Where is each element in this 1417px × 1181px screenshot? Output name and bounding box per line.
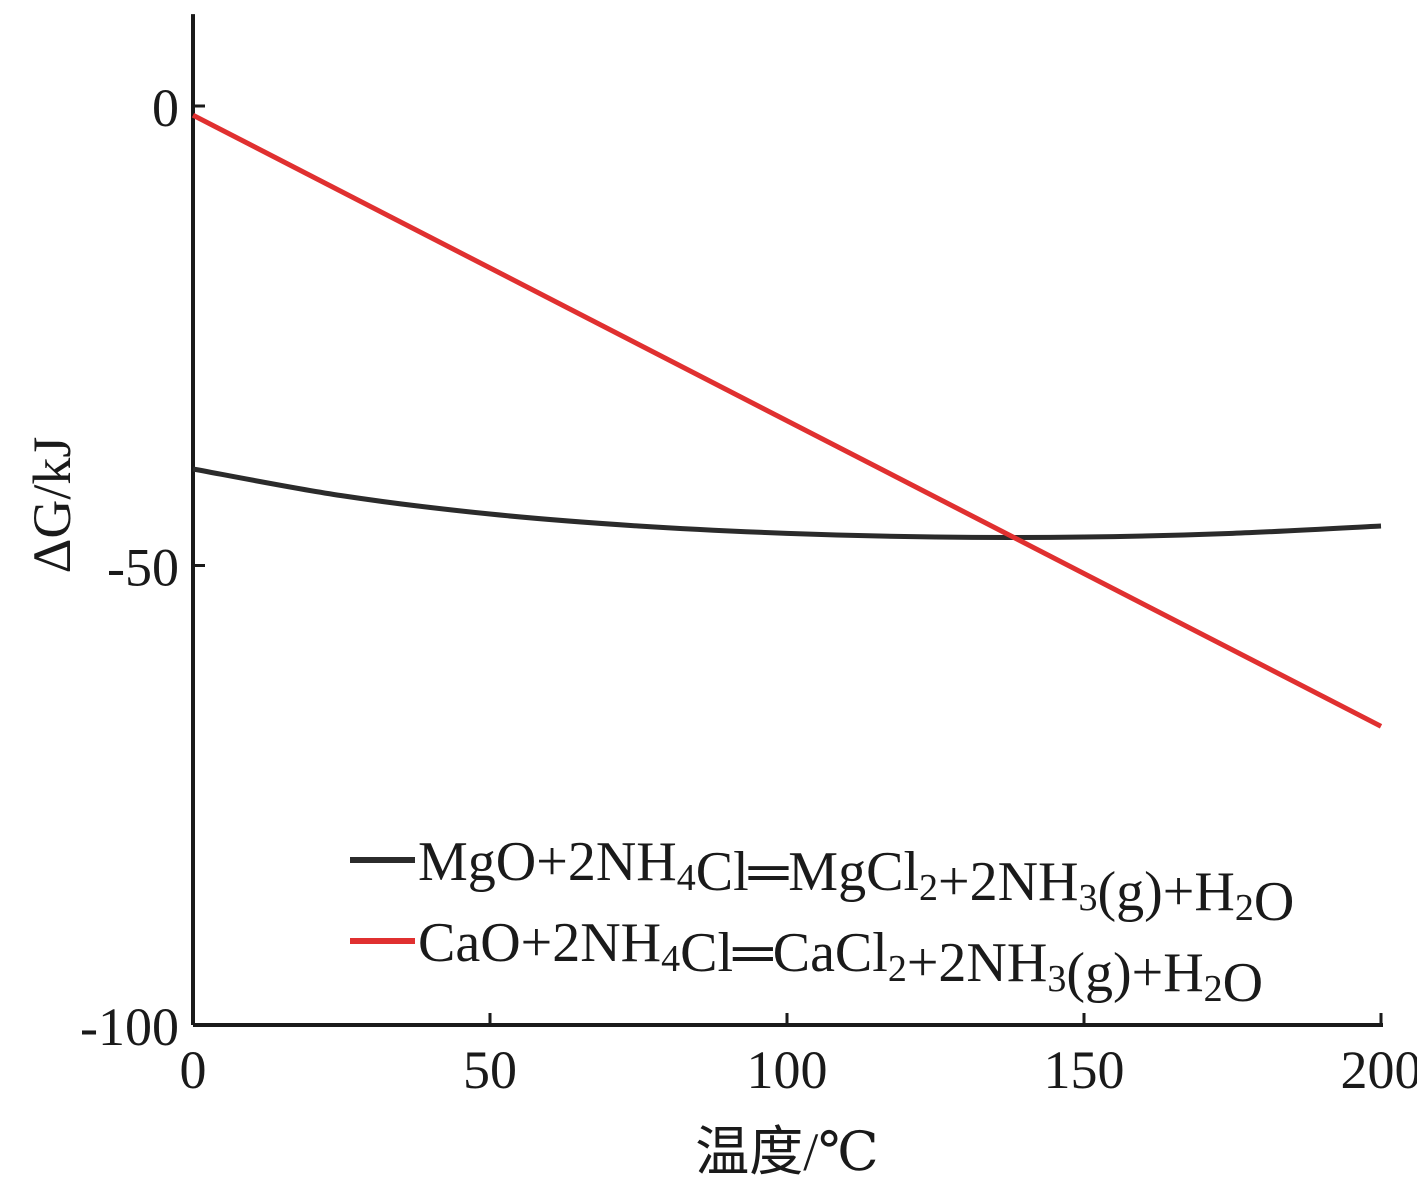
x-axis-title: 温度/℃ xyxy=(695,1122,878,1181)
y-tick-label: 0 xyxy=(152,78,179,138)
x-tick-label: 100 xyxy=(747,1040,828,1100)
legend-label: MgO+2NH4Cl═MgCl2+2NH3(g)+H2O xyxy=(418,831,1294,933)
x-tick-label: 150 xyxy=(1044,1040,1125,1100)
x-tick-label: 200 xyxy=(1341,1040,1417,1100)
series-line-2 xyxy=(191,112,1383,729)
y-axis-title: ΔG/kJ xyxy=(22,437,82,574)
x-tick-label: 50 xyxy=(463,1040,517,1100)
y-tick-label: -50 xyxy=(107,538,179,598)
y-tick-label: -100 xyxy=(80,997,179,1057)
ticks: 0 50 100 150 200 0 -50 -100 xyxy=(80,78,1417,1100)
x-tick-label: 0 xyxy=(180,1040,207,1100)
legend-label: CaO+2NH4Cl═CaCl2+2NH3(g)+H2O xyxy=(418,912,1263,1014)
series-line-1 xyxy=(192,466,1382,540)
legend: MgO+2NH4Cl═MgCl2+2NH3(g)+H2OCaO+2NH4Cl═C… xyxy=(350,831,1294,1014)
series-layer xyxy=(191,112,1383,729)
